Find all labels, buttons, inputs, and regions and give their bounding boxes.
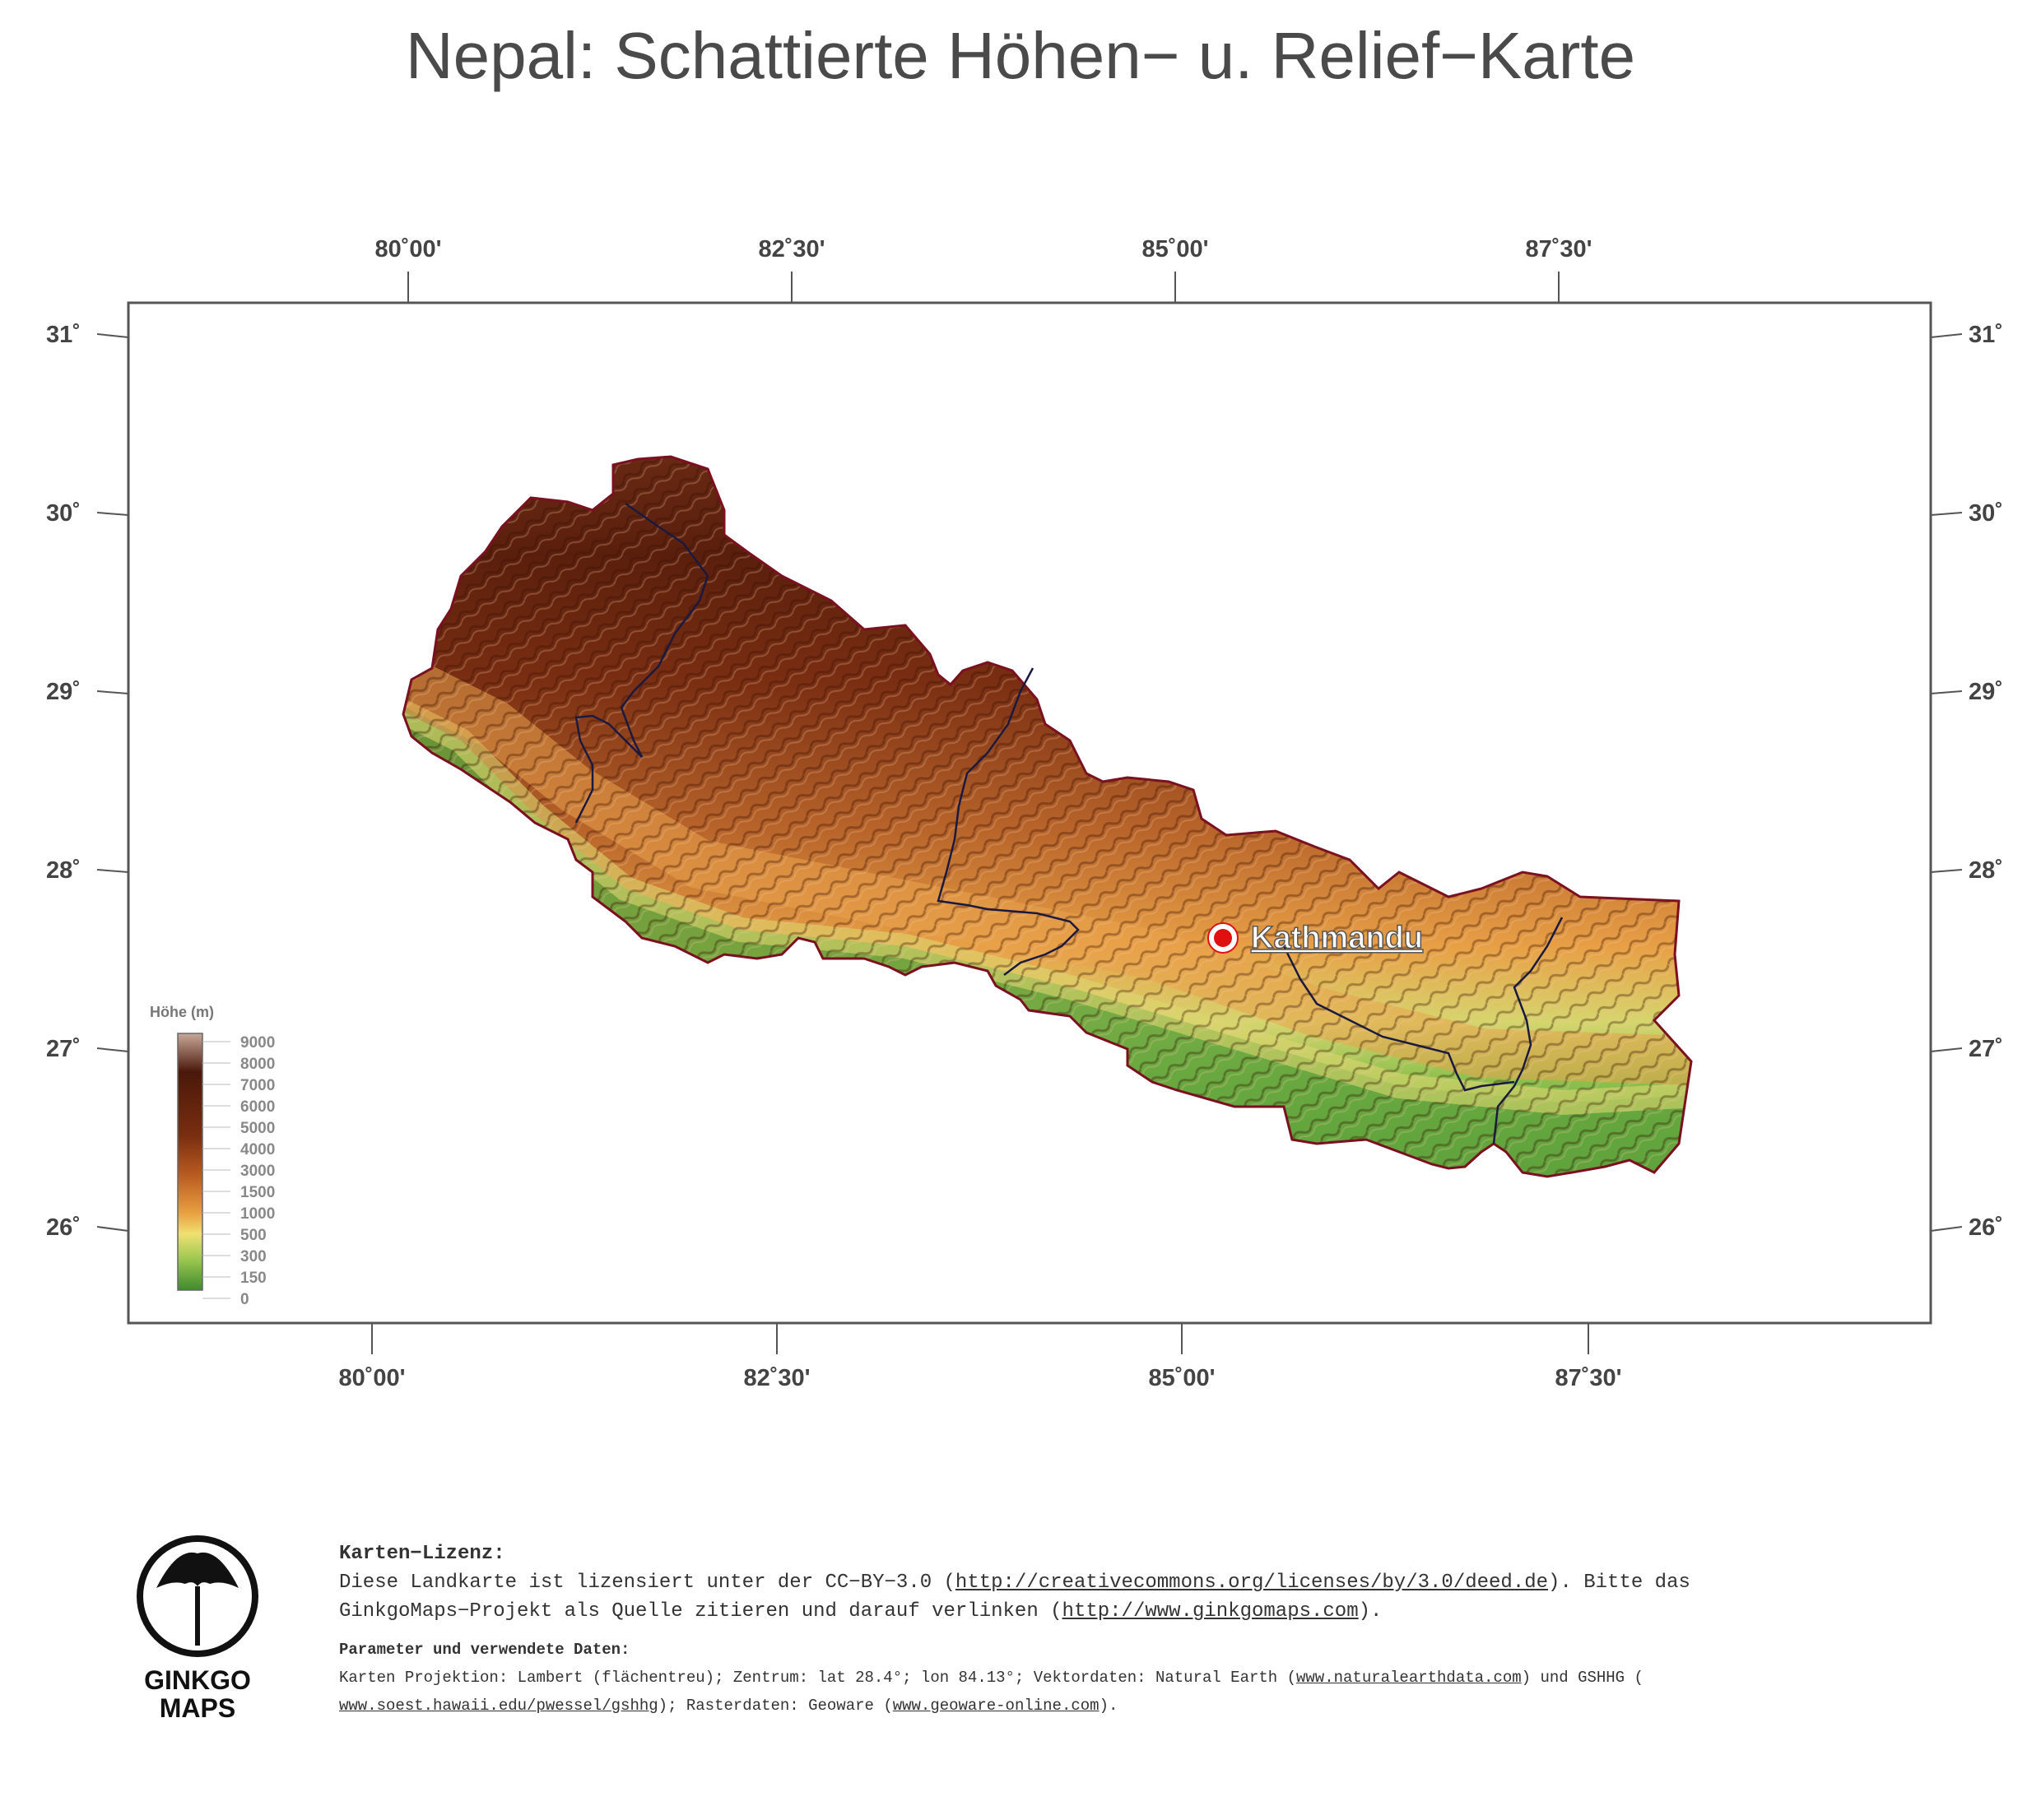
lat-label-right: 30˚ — [1969, 500, 2003, 527]
lat-label-left: 29˚ — [46, 679, 81, 705]
lon-label-top: 80˚00' — [374, 236, 441, 262]
lat-label-right: 27˚ — [1969, 1036, 2003, 1062]
elevation-legend: Höhe (m) 9000800070006000500040003000150… — [150, 1004, 275, 1308]
cc-license-link[interactable]: http://creativecommons.org/licenses/by/3… — [955, 1572, 1549, 1594]
params-line2-suffix: ). — [1099, 1697, 1118, 1715]
capital-label: Kathmandu — [1251, 921, 1423, 955]
legend-level-label: 150 — [240, 1270, 267, 1287]
license-block: Karten−Lizenz: Diese Landkarte ist lizen… — [339, 1543, 1903, 1720]
ginkgo-logo: GINKGO MAPS — [132, 1530, 263, 1722]
lon-label-top: 87˚30' — [1525, 236, 1592, 262]
lat-label-left: 28˚ — [46, 857, 81, 884]
params-text: Karten Projektion: Lambert (flächentreu)… — [339, 1664, 1903, 1720]
logo-text-line2: MAPS — [159, 1693, 236, 1723]
legend-level-label: 4000 — [240, 1141, 275, 1158]
license-text: Diese Landkarte ist lizensiert unter der… — [339, 1568, 1903, 1626]
legend-level-label: 300 — [240, 1248, 267, 1265]
lat-label-right: 29˚ — [1969, 679, 2003, 705]
legend-level-label: 7000 — [240, 1077, 275, 1094]
license-line2-suffix: ). — [1358, 1600, 1383, 1623]
lon-label-top: 85˚00' — [1141, 236, 1208, 262]
license-heading: Karten−Lizenz: — [339, 1543, 505, 1565]
geoware-link[interactable]: www.geoware-online.com — [892, 1697, 1100, 1715]
lat-label-left: 27˚ — [46, 1036, 81, 1062]
legend-colorbar — [177, 1033, 203, 1291]
legend-level-label: 1500 — [240, 1184, 275, 1201]
license-line2-prefix: GinkgoMaps−Projekt als Quelle zitieren u… — [339, 1600, 1062, 1623]
logo-text-line1: GINKGO — [144, 1665, 251, 1695]
gshhg-link[interactable]: www.soest.hawaii.edu/pwessel/gshhg — [339, 1697, 658, 1715]
map-title: Nepal: Schattierte Höhen− u. Relief−Kart… — [405, 19, 1636, 92]
capital-marker[interactable] — [1207, 922, 1239, 954]
lon-label-bottom: 82˚30' — [743, 1365, 810, 1391]
params-line2-mid: ); Rasterdaten: Geoware ( — [658, 1697, 893, 1715]
ginkgo-leaf-icon — [137, 1535, 258, 1657]
params-line1-prefix: Karten Projektion: Lambert (flächentreu)… — [339, 1669, 1296, 1687]
ginkgomaps-link[interactable]: http://www.ginkgomaps.com — [1062, 1600, 1359, 1623]
license-line1-prefix: Diese Landkarte ist lizensiert unter der… — [339, 1572, 955, 1594]
legend-level-label: 500 — [240, 1227, 267, 1244]
params-line1-suffix: ) und GSHHG ( — [1521, 1669, 1643, 1687]
legend-level-label: 9000 — [240, 1034, 275, 1052]
lat-label-right: 28˚ — [1969, 857, 2003, 884]
lon-label-top: 82˚30' — [758, 236, 825, 262]
lon-label-bottom: 87˚30' — [1555, 1365, 1621, 1391]
legend-level-label: 8000 — [240, 1056, 275, 1073]
params-heading: Parameter und verwendete Daten: — [339, 1641, 630, 1659]
legend-title: Höhe (m) — [150, 1004, 214, 1020]
lon-label-bottom: 85˚00' — [1148, 1365, 1215, 1391]
lat-label-right: 31˚ — [1969, 322, 2003, 348]
legend-level-label: 1000 — [240, 1205, 275, 1223]
naturalearth-link[interactable]: www.naturalearthdata.com — [1296, 1669, 1522, 1687]
legend-level-label: 0 — [240, 1291, 249, 1308]
legend-level-label: 3000 — [240, 1163, 275, 1180]
lon-label-bottom: 80˚00' — [338, 1365, 405, 1391]
legend-level-label: 6000 — [240, 1098, 275, 1116]
lat-label-left: 31˚ — [46, 322, 81, 348]
lat-label-left: 26˚ — [46, 1214, 81, 1241]
legend-level-label: 5000 — [240, 1120, 275, 1137]
lat-label-left: 30˚ — [46, 500, 81, 527]
lat-label-right: 26˚ — [1969, 1214, 2003, 1241]
license-line1-suffix: ). Bitte das — [1548, 1572, 1690, 1594]
